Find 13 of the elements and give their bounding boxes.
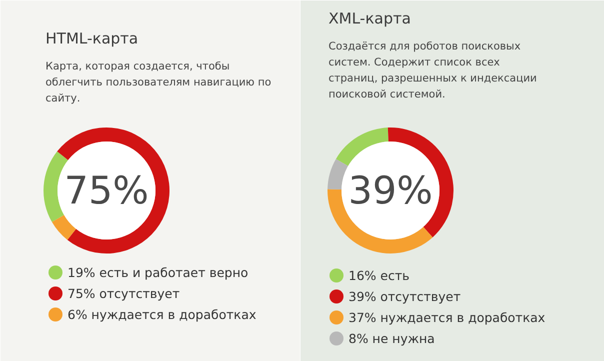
legend-label: 75% отсутствует (68, 286, 180, 301)
chart-title: HTML-карта (46, 30, 138, 48)
legend-label: 39% отсутствует (348, 289, 461, 304)
legend-label: 19% есть и работает верно (68, 265, 248, 280)
chart-title: XML-карта (328, 10, 411, 28)
legend-label: 16% есть (348, 268, 410, 283)
legend-label: 37% нуждается в доработках (348, 310, 546, 325)
data-label: 39% (348, 168, 433, 212)
chart-subtitle: Карта, которая создается, чтобы облегчить пользователям навигацию по сайту. (46, 60, 272, 104)
legend-label: 6% нуждается в доработках (68, 307, 256, 322)
chart-subtitle: Создаётся для роботов поисковых систем. Содержит список всех страниц, разрешенных к индексации поисковой системой. (328, 40, 537, 100)
data-label: 75% (64, 168, 149, 212)
legend-label: 8% не нужна (348, 331, 435, 346)
